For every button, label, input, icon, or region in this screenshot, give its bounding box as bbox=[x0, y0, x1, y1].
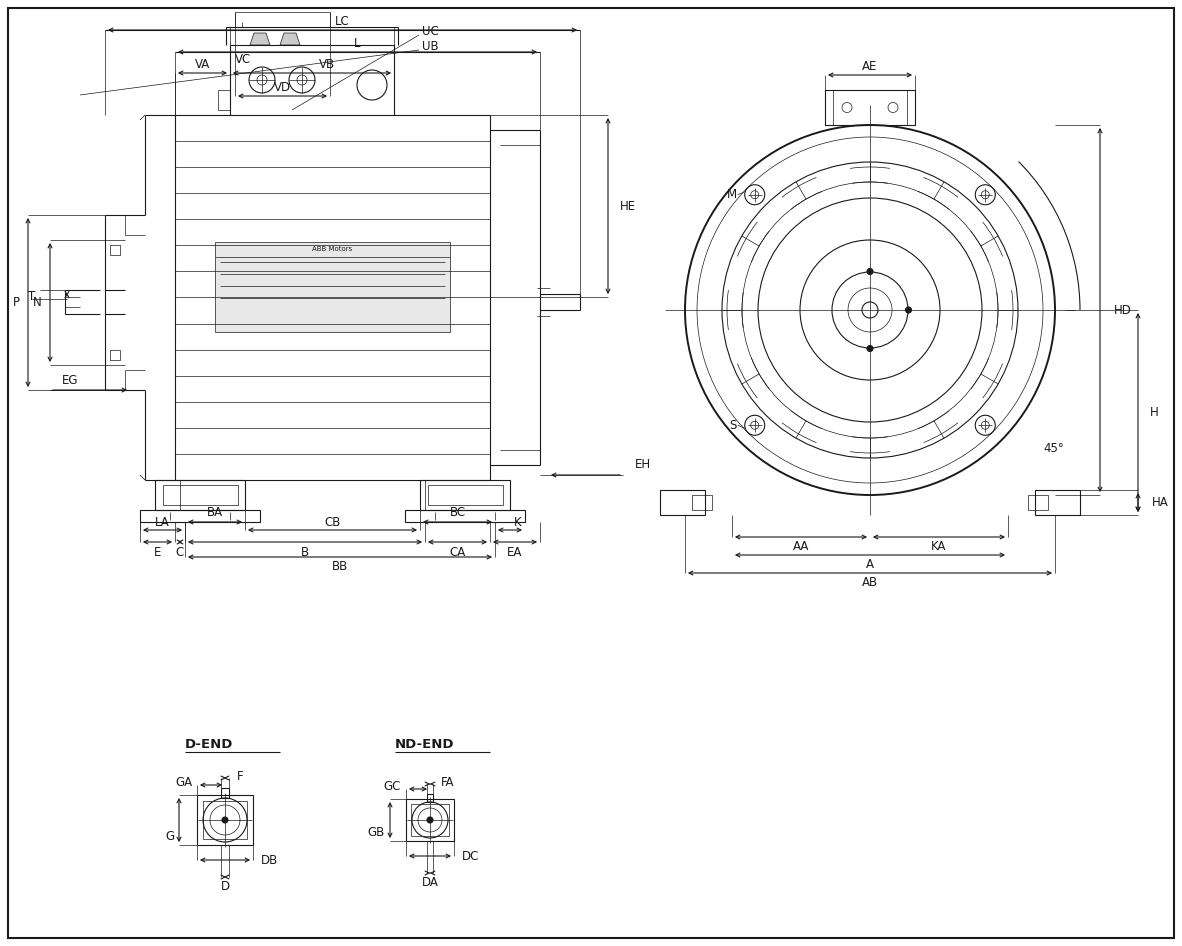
Bar bbox=[1035, 490, 1080, 515]
Bar bbox=[1028, 495, 1048, 510]
Text: FA: FA bbox=[441, 776, 455, 789]
Bar bbox=[139, 510, 260, 522]
Text: EH: EH bbox=[635, 459, 651, 471]
Text: C: C bbox=[176, 546, 184, 558]
Text: AA: AA bbox=[793, 540, 810, 553]
Bar bbox=[197, 795, 253, 845]
Circle shape bbox=[868, 345, 873, 352]
Circle shape bbox=[427, 817, 433, 823]
Text: 45°: 45° bbox=[1044, 442, 1064, 455]
Polygon shape bbox=[251, 33, 269, 45]
Text: AE: AE bbox=[863, 61, 878, 74]
Text: M: M bbox=[727, 188, 736, 201]
Bar bbox=[221, 788, 229, 798]
Bar bbox=[428, 485, 504, 505]
Text: DA: DA bbox=[422, 877, 439, 889]
Bar bbox=[691, 495, 712, 510]
Bar bbox=[203, 801, 247, 839]
Text: DC: DC bbox=[462, 850, 480, 863]
Text: A: A bbox=[866, 558, 873, 571]
Text: BB: BB bbox=[332, 560, 349, 573]
Text: HE: HE bbox=[621, 200, 636, 213]
Bar bbox=[405, 799, 454, 841]
Text: ABB Motors: ABB Motors bbox=[312, 246, 352, 252]
Bar bbox=[660, 490, 704, 515]
Bar bbox=[175, 115, 491, 480]
Text: EG: EG bbox=[61, 374, 78, 387]
Bar bbox=[217, 90, 230, 110]
Bar bbox=[427, 794, 433, 802]
Text: HD: HD bbox=[1113, 304, 1132, 317]
Text: D: D bbox=[220, 881, 229, 894]
Polygon shape bbox=[280, 33, 300, 45]
Text: K: K bbox=[514, 516, 521, 529]
Text: S: S bbox=[729, 419, 736, 431]
Circle shape bbox=[868, 269, 873, 274]
Text: CB: CB bbox=[324, 516, 340, 529]
Text: HA: HA bbox=[1152, 496, 1169, 509]
Bar bbox=[411, 804, 449, 836]
Bar bbox=[110, 245, 121, 255]
Text: UC: UC bbox=[422, 26, 439, 39]
Bar bbox=[155, 480, 245, 510]
Bar bbox=[215, 242, 450, 332]
Text: UB: UB bbox=[422, 41, 439, 54]
Text: CA: CA bbox=[449, 546, 466, 558]
Text: L: L bbox=[355, 38, 361, 50]
Bar bbox=[420, 480, 509, 510]
Text: DB: DB bbox=[261, 853, 278, 867]
Text: VB: VB bbox=[319, 59, 335, 72]
Text: B: B bbox=[301, 546, 309, 558]
Text: GA: GA bbox=[175, 777, 191, 790]
Bar bbox=[163, 485, 238, 505]
Bar bbox=[825, 90, 915, 125]
Text: LA: LA bbox=[155, 516, 170, 529]
Bar bbox=[110, 350, 121, 360]
Text: GB: GB bbox=[368, 827, 385, 839]
Text: AB: AB bbox=[862, 576, 878, 589]
Bar bbox=[405, 510, 525, 522]
Circle shape bbox=[222, 817, 228, 823]
Text: KA: KA bbox=[931, 540, 947, 553]
Text: BC: BC bbox=[449, 505, 466, 518]
Circle shape bbox=[905, 307, 911, 313]
Text: F: F bbox=[238, 769, 243, 782]
Text: VA: VA bbox=[195, 59, 210, 72]
Text: T: T bbox=[27, 289, 35, 303]
Text: VC: VC bbox=[235, 54, 252, 66]
Text: EA: EA bbox=[507, 546, 522, 558]
Text: P: P bbox=[13, 296, 20, 309]
Text: E: E bbox=[154, 546, 161, 558]
Text: G: G bbox=[164, 831, 174, 844]
Text: LC: LC bbox=[336, 15, 350, 28]
Text: BA: BA bbox=[207, 505, 223, 518]
Text: GC: GC bbox=[384, 780, 401, 794]
Text: ND-END: ND-END bbox=[395, 739, 455, 751]
Text: H: H bbox=[1150, 406, 1158, 419]
Text: VD: VD bbox=[274, 81, 291, 95]
Text: N: N bbox=[33, 296, 43, 309]
Text: D-END: D-END bbox=[186, 739, 233, 751]
